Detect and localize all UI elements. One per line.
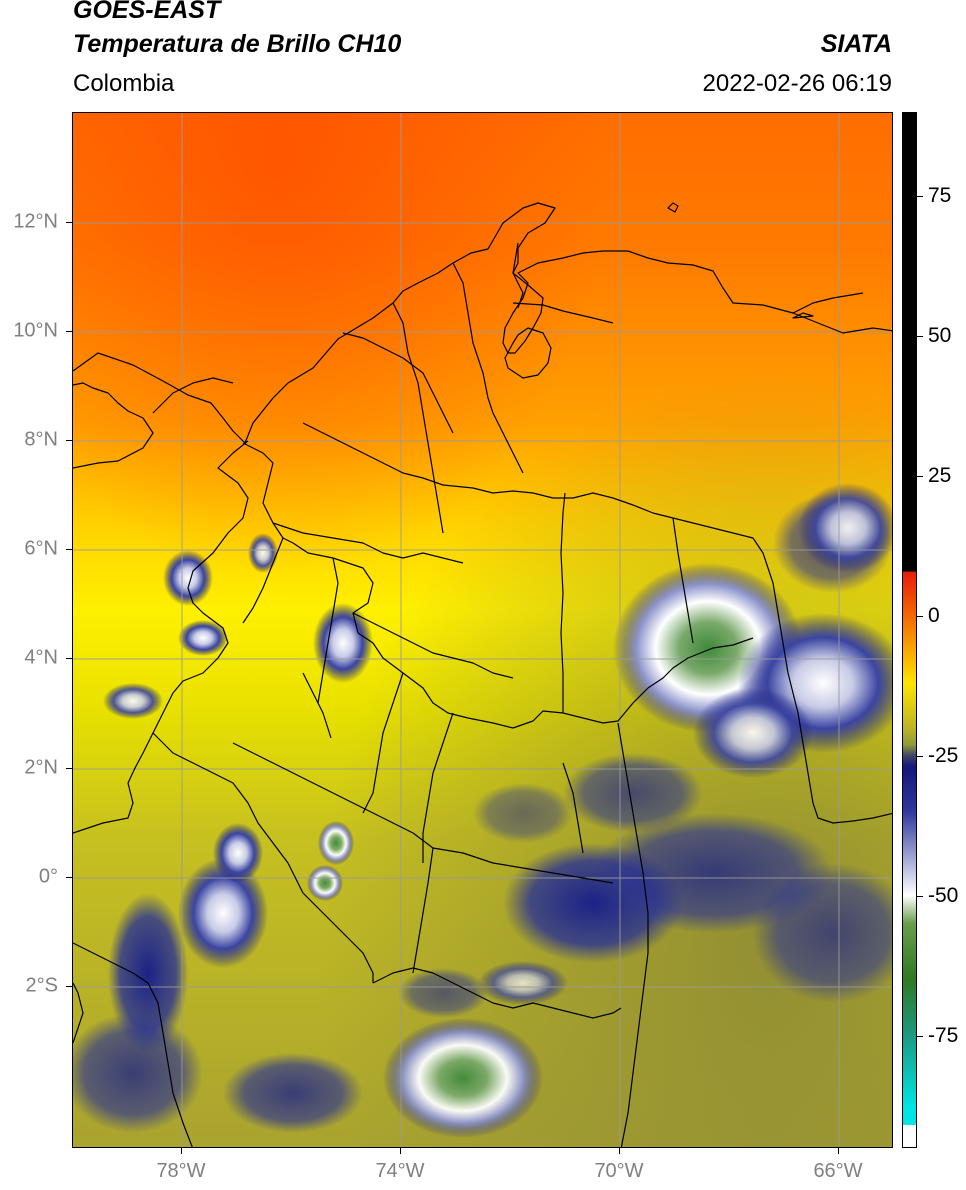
lat-tick <box>66 440 72 441</box>
colorbar-tick <box>917 616 923 617</box>
colorbar-tick <box>917 476 923 477</box>
lon-label: 74°W <box>375 1160 425 1182</box>
lon-label: 66°W <box>813 1160 863 1182</box>
lat-label: 2°S <box>25 974 58 997</box>
lat-label: 12°N <box>13 210 58 233</box>
lat-tick <box>66 877 72 878</box>
borders <box>73 202 892 1147</box>
satellite-title: GOES-EAST <box>73 0 221 24</box>
colorbar-tick <box>917 1036 923 1037</box>
lon-tick <box>619 1148 620 1154</box>
lon-label: 78°W <box>156 1160 206 1182</box>
lat-tick <box>66 331 72 332</box>
lat-label: 8°N <box>24 428 58 451</box>
lon-tick <box>181 1148 182 1154</box>
colorbar-tick <box>917 196 923 197</box>
lat-tick <box>66 222 72 223</box>
lon-tick <box>838 1148 839 1154</box>
colorbar-tick-label: -25 <box>928 744 959 767</box>
colorbar-tick <box>917 336 923 337</box>
lon-label: 70°W <box>594 1160 644 1182</box>
satellite-map <box>72 112 893 1148</box>
lat-label: 0° <box>38 865 58 888</box>
datetime-label: 2022-02-26 06:19 <box>702 70 893 97</box>
lat-tick <box>66 658 72 659</box>
lat-label: 10°N <box>13 319 58 342</box>
region-label: Colombia <box>73 70 175 97</box>
lat-tick <box>66 549 72 550</box>
colorbar-tick-label: -50 <box>928 884 959 907</box>
lat-tick <box>66 768 72 769</box>
graticule <box>73 113 892 1147</box>
colorbar-tick <box>917 756 923 757</box>
product-title: Temperatura de Brillo CH10 <box>73 30 402 58</box>
colorbar-tick-label: 75 <box>928 184 952 207</box>
colorbar-tick <box>917 896 923 897</box>
brightness-temperature-image <box>73 113 892 1147</box>
lat-label: 2°N <box>24 756 58 779</box>
colorbar-tick-label: 25 <box>928 464 952 487</box>
lat-label: 6°N <box>24 537 58 560</box>
colorbar-tick-label: 50 <box>928 324 952 347</box>
source-label: SIATA <box>820 30 892 58</box>
temperature-colorbar <box>902 112 917 1148</box>
colorbar-tick-label: -75 <box>928 1024 959 1047</box>
lon-tick <box>400 1148 401 1154</box>
lat-label: 4°N <box>24 646 58 669</box>
lat-tick <box>66 986 72 987</box>
colorbar-tick-label: 0 <box>928 604 940 627</box>
